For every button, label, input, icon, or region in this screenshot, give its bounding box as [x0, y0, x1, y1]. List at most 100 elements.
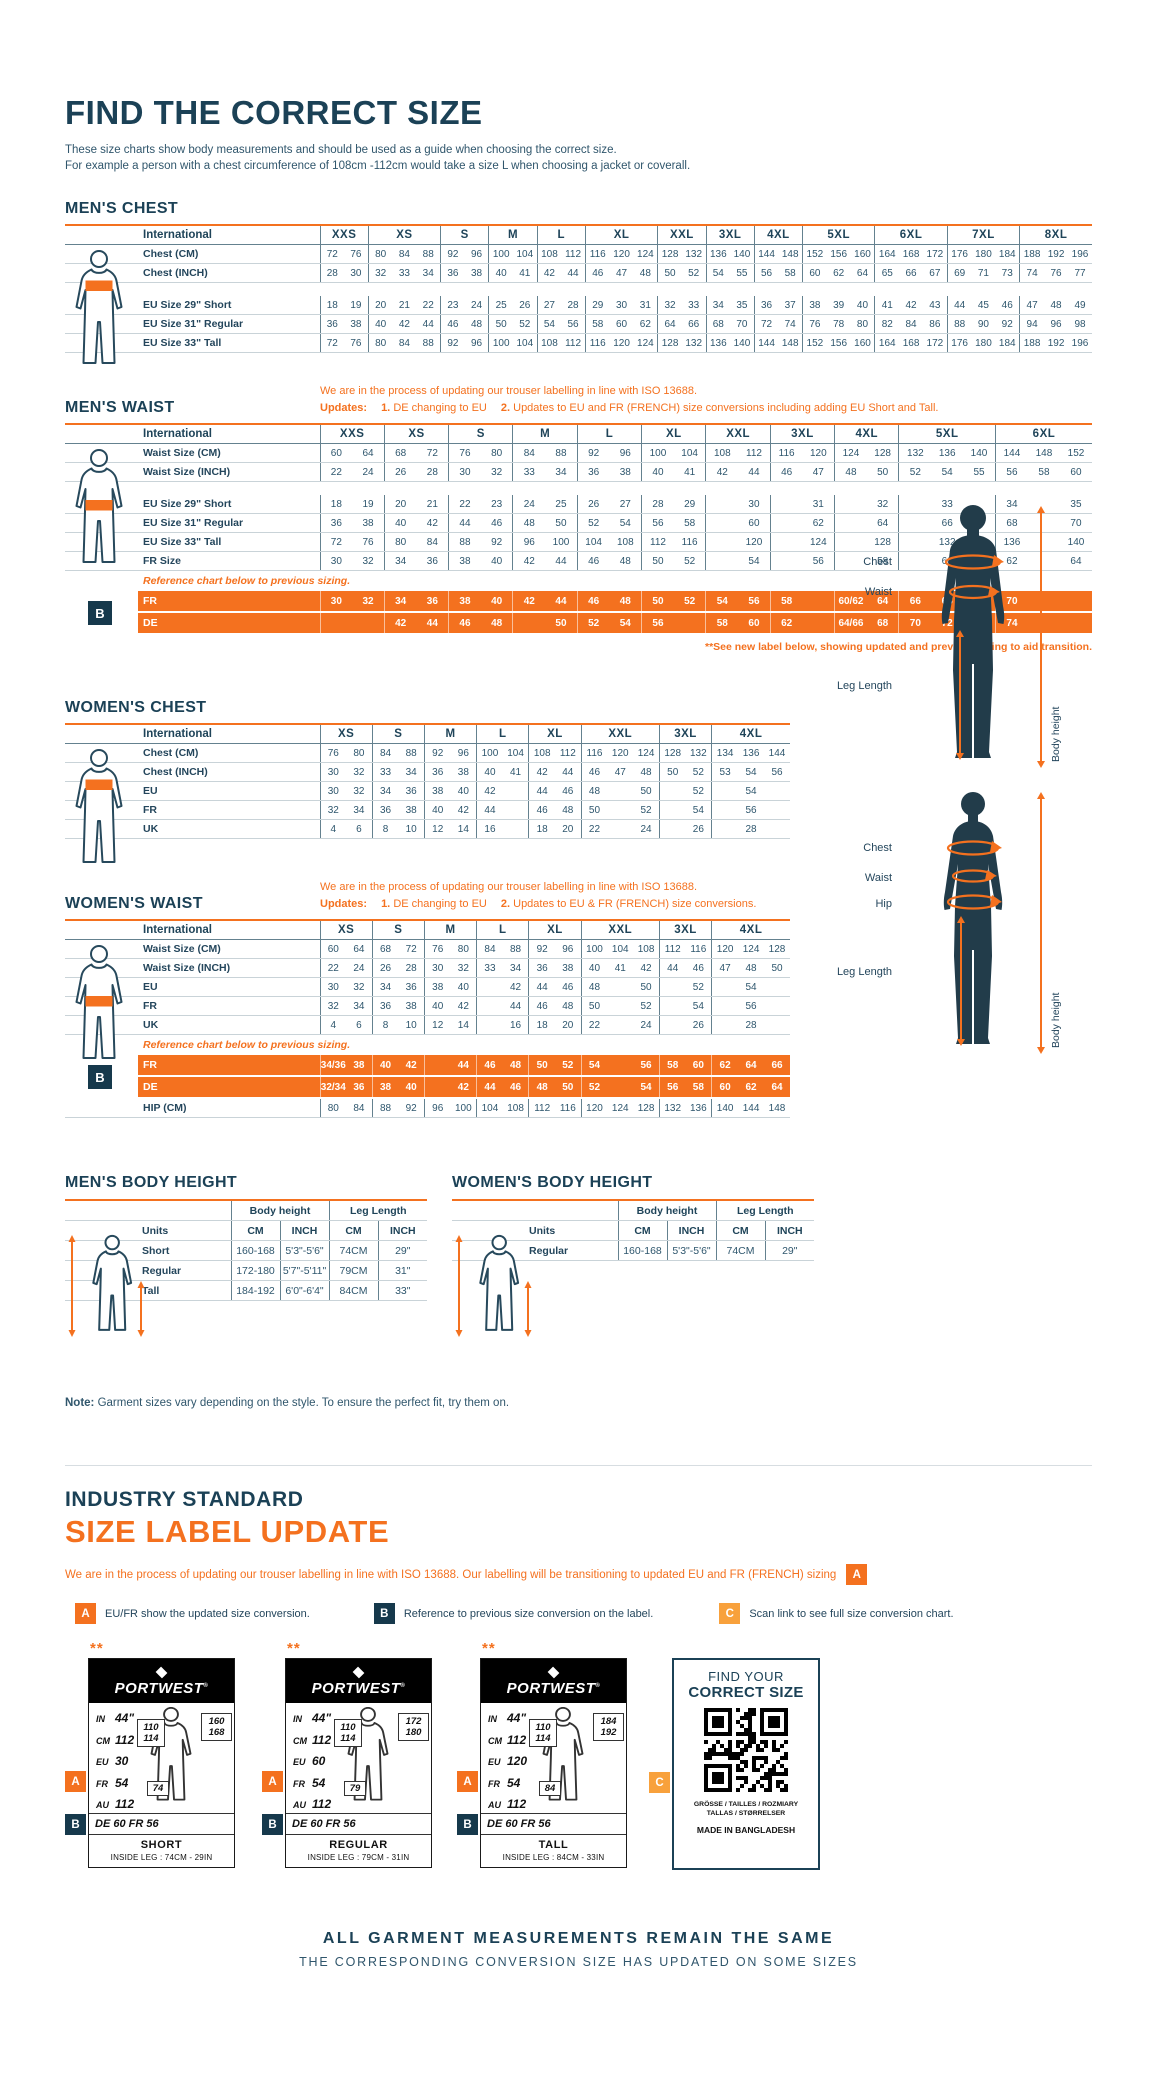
- size-value: 36: [536, 962, 548, 974]
- size-value: 76: [350, 337, 362, 349]
- size-value: 54: [745, 766, 757, 778]
- size-value: 48: [640, 766, 652, 778]
- size-value: 168: [902, 337, 920, 349]
- size-value: 33: [523, 466, 535, 478]
- size-value: 56: [567, 318, 579, 330]
- size-value: 22: [459, 498, 471, 510]
- row-label: EU Size 31" Regular: [65, 314, 321, 334]
- size-column-header: XS: [367, 225, 441, 245]
- size-value: 66: [909, 595, 921, 607]
- size-value: 50: [771, 962, 783, 974]
- iso-note-line: We are in the process of updating our tr…: [320, 881, 698, 893]
- size-value: 92: [447, 337, 459, 349]
- size-column-header: L: [536, 225, 586, 245]
- size-value: 50: [652, 555, 664, 567]
- body-height-arrow: [1037, 506, 1045, 768]
- row-label: FR Size: [65, 551, 321, 571]
- table-row: Regular 172-180 5'7"-5'11" 79CM 31": [65, 1260, 428, 1281]
- size-value: 54: [745, 785, 757, 797]
- size-value: 54: [716, 595, 728, 607]
- womens-waist-title: WOMEN'S WAIST: [65, 895, 203, 912]
- size-value: 58: [1038, 466, 1050, 478]
- size-value: 40: [457, 785, 469, 797]
- size-value: 36: [379, 804, 392, 816]
- size-value: 36: [447, 267, 459, 279]
- size-value: 120: [611, 747, 629, 759]
- size-value: 88: [954, 318, 966, 330]
- size-value: 96: [1050, 318, 1062, 330]
- inside-leg-text: INSIDE LEG : 79CM - 31IN: [307, 1853, 410, 1862]
- size-label-card: ** A B PORTWEST® IN 44" CM 112 EU 60 FR 54 AU 112…: [262, 1640, 432, 1868]
- size-value: 58: [692, 1081, 704, 1093]
- size-value: [706, 556, 738, 567]
- table-row: FR 32 34 36 38 40 42 44 46 48 50 52 54 56: [65, 996, 790, 1016]
- size-value: 76: [459, 447, 471, 459]
- size-value: 80: [491, 447, 503, 459]
- table-row: Chest (CM) 72 76 80 84 88 92 96 100 104 108 112 116 1…: [65, 244, 1092, 264]
- size-value: 5'3"-5'6": [666, 1240, 717, 1261]
- size-value: 60: [327, 943, 339, 955]
- size-value: [706, 499, 738, 510]
- size-value: 40: [375, 318, 387, 330]
- size-value: 22: [588, 1019, 601, 1031]
- size-value: 55: [973, 466, 985, 478]
- table-row: FR Size 30 32 34 36 38 40 42 44 46 48 50 52 54 56 58 60 6…: [65, 551, 1092, 571]
- size-value: 50: [640, 981, 652, 993]
- size-value: 38: [379, 1081, 392, 1093]
- height-measure-box: 172 180: [398, 1713, 429, 1741]
- label-b-badge: B: [65, 1814, 86, 1835]
- size-value: 96: [471, 248, 483, 260]
- size-value: 134: [716, 747, 734, 759]
- size-table: International XXS XS S M L XL XXL 3XL 4XL 5XL 6XL 7X…: [65, 224, 1092, 353]
- size-column-header: M: [488, 225, 538, 245]
- size-value: 58: [684, 517, 696, 529]
- size-value: 64: [664, 318, 676, 330]
- size-value: 88: [405, 747, 417, 759]
- womens-body-height-wrap: Body height Leg Length Units CM INCH CM INCH Re…: [452, 1199, 815, 1337]
- label-c-badge: C: [649, 1772, 670, 1793]
- corner-label: International: [65, 920, 321, 940]
- size-value: 50: [652, 595, 664, 607]
- size-value: 60: [330, 447, 342, 459]
- size-value: 48: [588, 785, 601, 797]
- label-size-row: EU 120: [488, 1754, 528, 1768]
- size-value: 60: [748, 617, 760, 629]
- size-value: 47: [719, 962, 731, 974]
- size-value: 33: [941, 498, 953, 510]
- size-value: 38: [405, 1000, 417, 1012]
- size-value: 80: [395, 536, 407, 548]
- size-value: 44: [459, 517, 471, 529]
- size-value: 58: [667, 1059, 679, 1071]
- size-value: 71: [977, 267, 989, 279]
- label-body: IN 44" CM 112 EU 30 FR 54 AU 112 110 114 160 168 74: [89, 1703, 234, 1813]
- size-value: 31: [639, 299, 651, 311]
- fit-name: TALL: [538, 1839, 569, 1851]
- size-value: 22: [330, 466, 342, 478]
- size-value: 56: [652, 617, 664, 629]
- size-value: 88: [422, 248, 434, 260]
- mens-chest-body-icon: [75, 250, 123, 364]
- legend-a-text: EU/FR show the updated size conversion.: [105, 1607, 310, 1620]
- size-value: 128: [661, 248, 679, 260]
- size-value: 46: [447, 318, 459, 330]
- size-value: 112: [559, 747, 576, 759]
- size-value: 76: [350, 248, 362, 260]
- size-value: [607, 1060, 633, 1071]
- size-value: 46: [588, 555, 600, 567]
- size-value: 48: [510, 1059, 522, 1071]
- height-measure-box: 184 192: [593, 1713, 624, 1741]
- header-row: International XS S M L XL XXL 3XL 4XL: [65, 724, 790, 744]
- size-value: 48: [588, 981, 601, 993]
- row-label: Chest (CM): [65, 743, 321, 763]
- height-measure-box: 160 168: [201, 1713, 232, 1741]
- size-value: 34: [379, 981, 392, 993]
- qr-code: [704, 1708, 788, 1792]
- size-value: 44: [748, 466, 760, 478]
- size-value: 196: [1071, 337, 1089, 349]
- size-label-card: ** A B PORTWEST® IN 44" CM 112 EU 30 FR 54 AU 112…: [65, 1640, 235, 1868]
- size-value: [607, 1020, 633, 1031]
- size-column-header: XS: [320, 920, 373, 940]
- size-value: 52: [692, 766, 704, 778]
- leg-length-arrow: [956, 630, 964, 760]
- size-value: 84: [523, 447, 535, 459]
